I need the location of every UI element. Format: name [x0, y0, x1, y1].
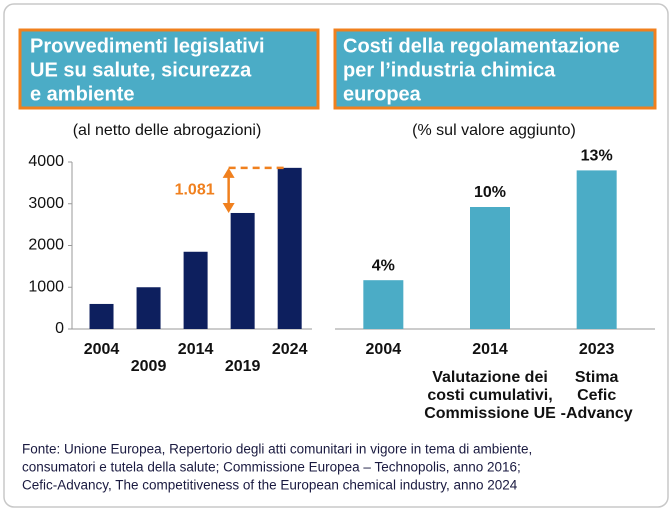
bar	[470, 207, 510, 329]
chart-title: e ambiente	[30, 83, 134, 105]
category-note: Stima	[575, 369, 619, 386]
chart-title: Provvedimenti legislativi	[30, 35, 265, 57]
x-tick-label: 2004	[84, 341, 120, 358]
chart-title: Costi della regolamentazione	[343, 35, 620, 57]
y-tick-label: 4000	[28, 153, 64, 170]
x-tick-label: 2023	[579, 341, 615, 358]
chart-title: per l’industria chimica	[343, 59, 556, 81]
data-label: 13%	[581, 148, 613, 165]
x-tick-label: 2019	[225, 358, 261, 375]
arrow-head	[222, 167, 235, 178]
bar	[183, 251, 208, 329]
title-box	[333, 28, 657, 110]
x-tick-label: 2014	[178, 341, 214, 358]
category-note: -Advancy	[561, 405, 633, 422]
source-note: Cefic-Advancy, The competitiveness of th…	[22, 478, 518, 493]
title-box	[18, 28, 320, 110]
chart-subtitle: (% sul valore aggiunto)	[412, 122, 576, 139]
category-note: Cefic	[577, 387, 616, 404]
chart-subtitle: (al netto delle abrogazioni)	[73, 122, 262, 139]
category-note: Commissione UE	[424, 405, 556, 422]
bar	[576, 170, 617, 329]
bar	[230, 212, 255, 329]
chart-title: UE su salute, sicurezza	[30, 59, 252, 81]
source-note: consumatori e tutela della salute; Commi…	[22, 460, 521, 475]
x-tick-label: 2009	[131, 358, 167, 375]
source-note: Fonte: Unione Europea, Repertorio degli …	[22, 442, 532, 457]
annotation: 1.081	[175, 182, 215, 199]
bar	[277, 167, 302, 329]
frame	[3, 3, 669, 508]
data-label: 10%	[474, 184, 506, 201]
y-tick-label: 3000	[28, 195, 64, 212]
x-tick-label: 2014	[472, 341, 508, 358]
x-tick-label: 2024	[272, 341, 308, 358]
arrow-head	[222, 202, 235, 213]
bar	[89, 303, 114, 329]
category-note: costi cumulativi,	[427, 387, 552, 404]
chart-title: europea	[343, 83, 422, 105]
y-tick-label: 0	[55, 320, 64, 337]
bar	[363, 280, 404, 329]
y-tick-label: 2000	[28, 237, 64, 254]
bar	[136, 287, 161, 329]
category-note: Valutazione dei	[432, 369, 548, 386]
data-label: 4%	[372, 257, 395, 274]
x-tick-label: 2004	[366, 341, 402, 358]
y-tick-label: 1000	[28, 278, 64, 295]
